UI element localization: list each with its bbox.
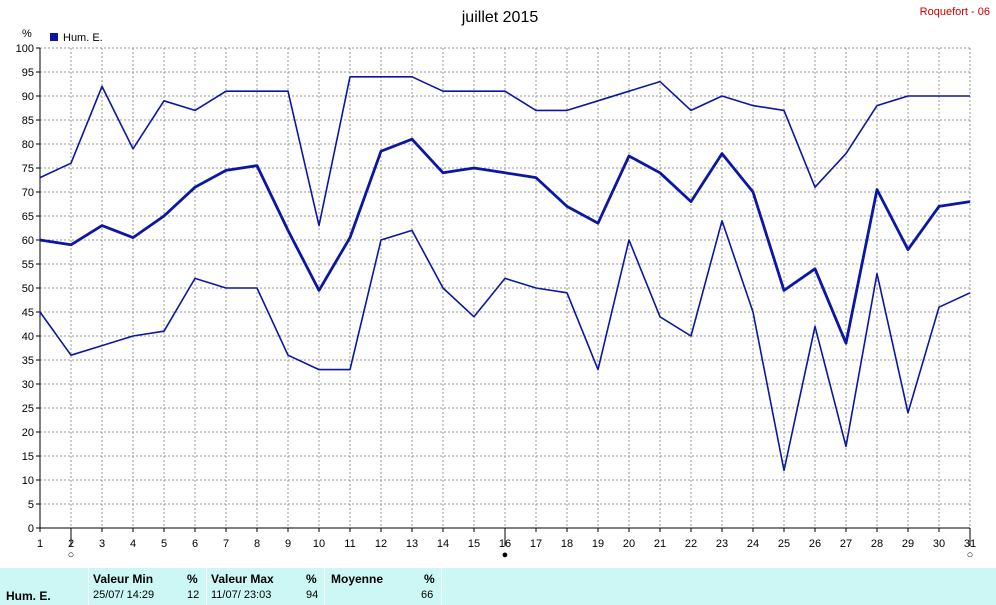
moon-marker-symbol: ○ — [68, 549, 75, 561]
min-unit: % — [187, 572, 198, 586]
x-tick-label: 1 — [37, 538, 43, 550]
stats-separator — [88, 568, 89, 605]
x-tick-label: 10 — [313, 538, 325, 550]
stats-panel: Hum. E. Valeur Min % 25/07/ 14:29 12 Val… — [0, 563, 996, 605]
min-value: 12 — [187, 589, 200, 601]
avg-unit: % — [424, 572, 435, 586]
y-tick-label: 5 — [28, 499, 34, 511]
y-tick-label: 50 — [22, 283, 34, 295]
y-tick-label: 70 — [22, 187, 34, 199]
x-tick-label: 25 — [778, 538, 790, 550]
min-time: 25/07/ 14:29 — [93, 589, 155, 601]
stats-separator — [441, 568, 442, 605]
x-tick-label: 19 — [592, 538, 604, 550]
x-tick-label: 7 — [223, 538, 229, 550]
chart-canvas: juillet 2015 Roquefort - 06 % Hum. E. 0 5… — [16, 6, 990, 561]
x-tick-label: 3 — [99, 538, 105, 550]
y-unit-label: % — [22, 28, 32, 40]
stats-separator — [324, 568, 325, 605]
stats-bar: Hum. E. Valeur Min % 25/07/ 14:29 12 Val… — [0, 568, 996, 605]
y-tick-label: 25 — [22, 403, 34, 415]
x-tick-label: 28 — [871, 538, 883, 550]
y-tick-label: 100 — [16, 43, 34, 55]
stats-row-label: Hum. E. — [6, 589, 51, 603]
grid — [40, 47, 971, 528]
x-tick-label: 4 — [130, 538, 136, 550]
x-tick-label: 14 — [437, 538, 449, 550]
x-tick-label: 22 — [685, 538, 697, 550]
max-unit: % — [306, 572, 317, 586]
y-tick-label: 35 — [22, 355, 34, 367]
axes: 0510152025303540455055606570758085909510… — [16, 43, 976, 550]
legend-label: Hum. E. — [63, 32, 103, 44]
y-tick-label: 95 — [22, 67, 34, 79]
x-tick-label: 30 — [933, 538, 945, 550]
max-header: Valeur Max — [211, 572, 274, 586]
x-tick-label: 12 — [375, 538, 387, 550]
y-tick-label: 85 — [22, 115, 34, 127]
y-tick-label: 40 — [22, 331, 34, 343]
y-tick-label: 55 — [22, 259, 34, 271]
legend-swatch — [50, 33, 58, 41]
x-tick-label: 13 — [406, 538, 418, 550]
y-tick-label: 90 — [22, 91, 34, 103]
x-tick-label: 29 — [902, 538, 914, 550]
max-value: 94 — [306, 589, 319, 601]
moon-marker-symbol: ● — [502, 549, 509, 561]
humidity-chart: juillet 2015 Roquefort - 06 % Hum. E. 0 5… — [16, 6, 990, 561]
x-tick-label: 17 — [530, 538, 542, 550]
station-name: Roquefort - 06 — [920, 6, 990, 18]
max-time: 11/07/ 23:03 — [211, 589, 272, 601]
y-tick-label: 30 — [22, 379, 34, 391]
y-tick-label: 80 — [22, 139, 34, 151]
stats-separator — [206, 568, 207, 605]
x-tick-label: 9 — [285, 538, 291, 550]
y-tick-label: 10 — [22, 475, 34, 487]
x-tick-label: 5 — [161, 538, 167, 550]
stats-row-label-cell: Hum. E. — [0, 568, 88, 605]
y-tick-label: 65 — [22, 211, 34, 223]
x-tick-label: 26 — [809, 538, 821, 550]
x-tick-label: 15 — [468, 538, 480, 550]
max-cell: Valeur Max % 11/07/ 23:03 94 — [207, 568, 324, 605]
moon-markers: ○ ● ○ — [68, 532, 974, 561]
moon-marker-symbol: ○ — [967, 549, 974, 561]
x-tick-label: 8 — [254, 538, 260, 550]
min-header: Valeur Min — [93, 572, 154, 586]
x-tick-label: 18 — [561, 538, 573, 550]
x-tick-label: 20 — [623, 538, 635, 550]
avg-value: 66 — [421, 589, 434, 601]
y-tick-label: 20 — [22, 427, 34, 439]
y-tick-label: 0 — [28, 523, 34, 535]
avg-cell: Moyenne % 66 — [325, 568, 441, 605]
x-tick-label: 24 — [747, 538, 759, 550]
series-line-mean — [39, 137, 971, 345]
x-tick-label: 27 — [840, 538, 852, 550]
series-lines — [39, 76, 971, 472]
series-line-max — [39, 76, 970, 227]
x-tick-label: 6 — [192, 538, 198, 550]
y-tick-label: 60 — [22, 235, 34, 247]
y-tick-label: 45 — [22, 307, 34, 319]
chart-title: juillet 2015 — [461, 9, 539, 26]
y-tick-label: 15 — [22, 451, 34, 463]
x-tick-label: 23 — [716, 538, 728, 550]
x-tick-label: 11 — [344, 538, 355, 550]
y-tick-label: 75 — [22, 163, 34, 175]
avg-header: Moyenne — [331, 572, 384, 586]
min-cell: Valeur Min % 25/07/ 14:29 12 — [89, 568, 206, 605]
x-tick-label: 21 — [654, 538, 666, 550]
series-line-min — [39, 220, 971, 472]
